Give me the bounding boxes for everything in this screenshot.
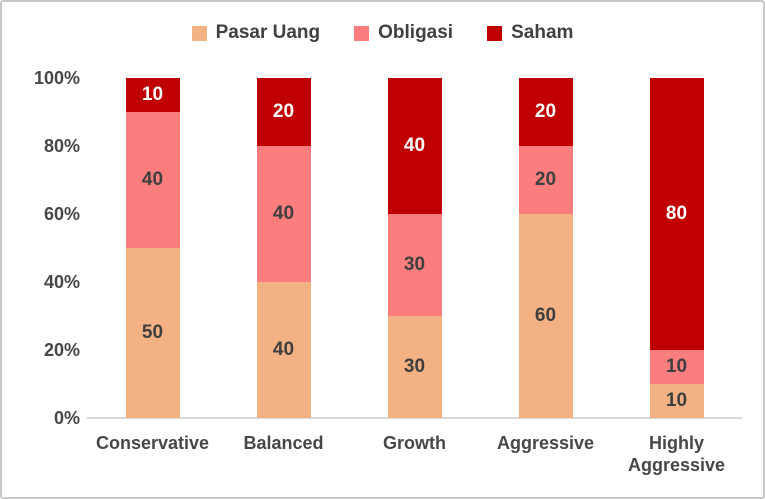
data-label: 40 bbox=[272, 203, 295, 224]
x-axis-line bbox=[87, 417, 742, 419]
bar-segment-saham: 10 bbox=[125, 78, 180, 112]
data-label: 30 bbox=[403, 356, 426, 377]
y-tick-label: 0% bbox=[53, 408, 80, 428]
bar-segment-obligasi: 10 bbox=[649, 350, 704, 384]
x-axis-label-growth: Growth bbox=[383, 433, 446, 453]
data-label: 10 bbox=[665, 390, 688, 411]
bar-segment-saham: 20 bbox=[256, 78, 311, 146]
data-label: 10 bbox=[665, 356, 688, 377]
pasar-uang-swatch-icon bbox=[191, 25, 207, 41]
x-axis-label-highly-aggressive: Highly Aggressive bbox=[627, 433, 726, 475]
data-label: 40 bbox=[141, 169, 164, 190]
y-tick-label: 40% bbox=[43, 272, 80, 292]
obligasi-swatch-icon bbox=[354, 25, 370, 41]
x-axis-label-conservative: Conservative bbox=[95, 433, 210, 453]
legend-item-pasar-uang: Pasar Uang bbox=[191, 22, 321, 44]
data-label: 30 bbox=[403, 254, 426, 275]
bar-segment-pasar-uang: 40 bbox=[256, 282, 311, 418]
legend-label-obligasi: Obligasi bbox=[378, 22, 454, 43]
y-tick-label: 80% bbox=[43, 136, 80, 156]
data-label: 20 bbox=[534, 101, 557, 122]
legend-item-obligasi: Obligasi bbox=[354, 22, 453, 44]
saham-swatch-icon bbox=[487, 25, 503, 41]
bar-segment-obligasi: 40 bbox=[125, 112, 180, 248]
x-axis-label-aggressive: Aggressive bbox=[496, 433, 595, 453]
data-label: 60 bbox=[534, 305, 557, 326]
bar-segment-obligasi: 30 bbox=[387, 214, 442, 316]
bar-segment-pasar-uang: 60 bbox=[518, 214, 573, 418]
bar-segment-saham: 20 bbox=[518, 78, 573, 146]
chart-legend: Pasar Uang Obligasi Saham bbox=[2, 22, 763, 44]
y-tick-label: 60% bbox=[43, 204, 80, 224]
bar-segment-obligasi: 20 bbox=[518, 146, 573, 214]
data-label: 20 bbox=[272, 101, 295, 122]
data-label: 10 bbox=[141, 84, 164, 105]
bar-segment-saham: 40 bbox=[387, 78, 442, 214]
data-label: 40 bbox=[403, 135, 426, 156]
data-label: 50 bbox=[141, 322, 164, 343]
legend-label-saham: Saham bbox=[511, 22, 574, 43]
x-axis-label-balanced: Balanced bbox=[243, 433, 324, 453]
data-label: 20 bbox=[534, 169, 557, 190]
legend-label-pasar-uang: Pasar Uang bbox=[215, 22, 321, 43]
bar-segment-pasar-uang: 50 bbox=[125, 248, 180, 418]
data-label: 80 bbox=[665, 203, 688, 224]
bar-segment-pasar-uang: 30 bbox=[387, 316, 442, 418]
legend-item-saham: Saham bbox=[487, 22, 573, 44]
data-label: 40 bbox=[272, 339, 295, 360]
y-tick-label: 20% bbox=[43, 340, 80, 360]
bar-segment-obligasi: 40 bbox=[256, 146, 311, 282]
bar-segment-saham: 80 bbox=[649, 78, 704, 350]
bar-segment-pasar-uang: 10 bbox=[649, 384, 704, 418]
y-tick-label: 100% bbox=[33, 68, 80, 88]
